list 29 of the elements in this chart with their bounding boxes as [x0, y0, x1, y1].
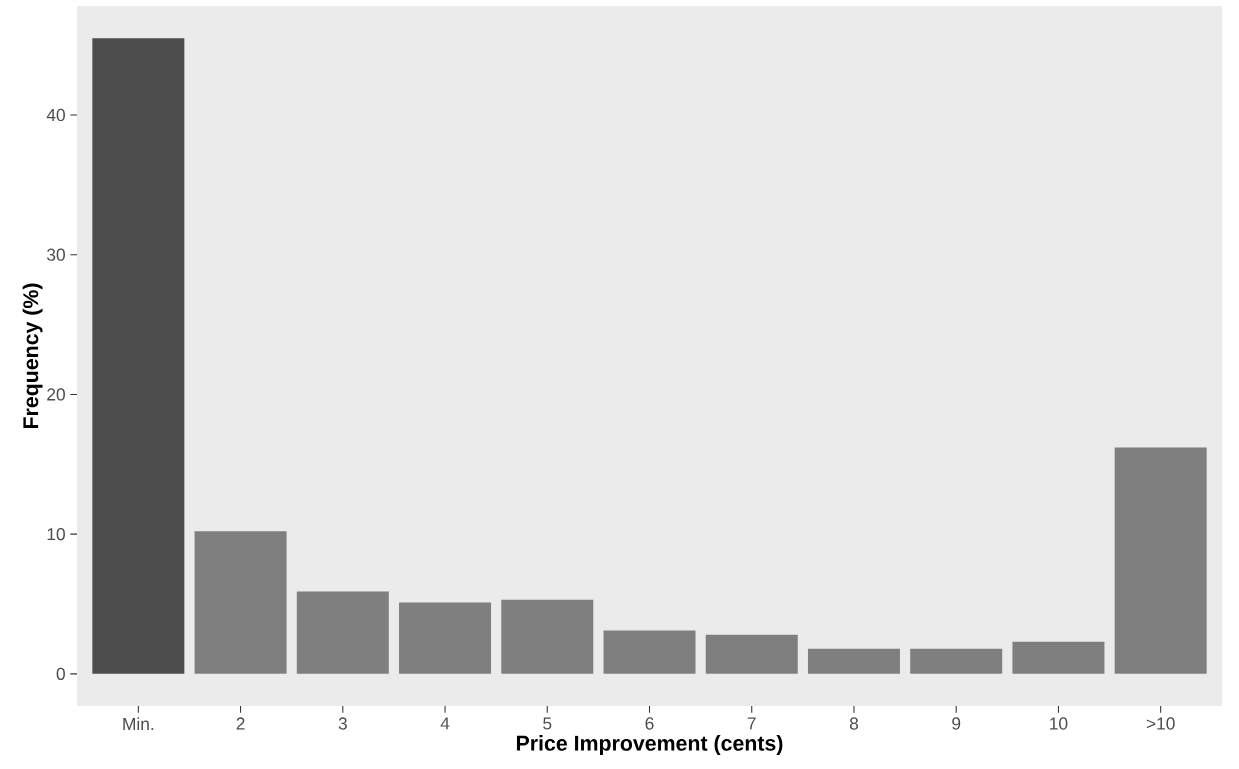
bar	[399, 602, 492, 674]
bar	[92, 38, 185, 674]
bar	[603, 630, 696, 674]
x-tick-label: 8	[849, 717, 859, 730]
x-tick-label: 5	[543, 717, 552, 730]
bar	[910, 648, 1003, 674]
y-tick-label: 10	[47, 528, 65, 541]
x-tick-label: 6	[645, 717, 654, 730]
bar	[194, 531, 287, 674]
y-tick-label: 40	[46, 108, 65, 122]
x-tick-label: 7	[747, 717, 756, 730]
y-tick-label: 30	[47, 248, 65, 261]
bar	[501, 599, 594, 674]
x-tick-label: 3	[338, 717, 347, 730]
y-tick-label: 0	[56, 667, 65, 680]
bar	[1114, 447, 1207, 674]
x-axis-title: Price Improvement (cents)	[516, 735, 783, 755]
x-tick-label: Min.	[123, 717, 154, 730]
bar	[705, 634, 798, 674]
bar	[296, 591, 389, 674]
x-tick-label: 9	[952, 717, 961, 730]
x-tick-label: 10	[1050, 717, 1068, 730]
bar	[807, 648, 900, 674]
bar	[1012, 641, 1105, 674]
x-tick-label: >10	[1146, 717, 1175, 730]
x-tick-label: 4	[440, 717, 450, 730]
y-tick-label: 20	[47, 388, 65, 401]
x-tick-label: 2	[236, 717, 245, 730]
y-axis-title: Frequency (%)	[22, 283, 43, 429]
